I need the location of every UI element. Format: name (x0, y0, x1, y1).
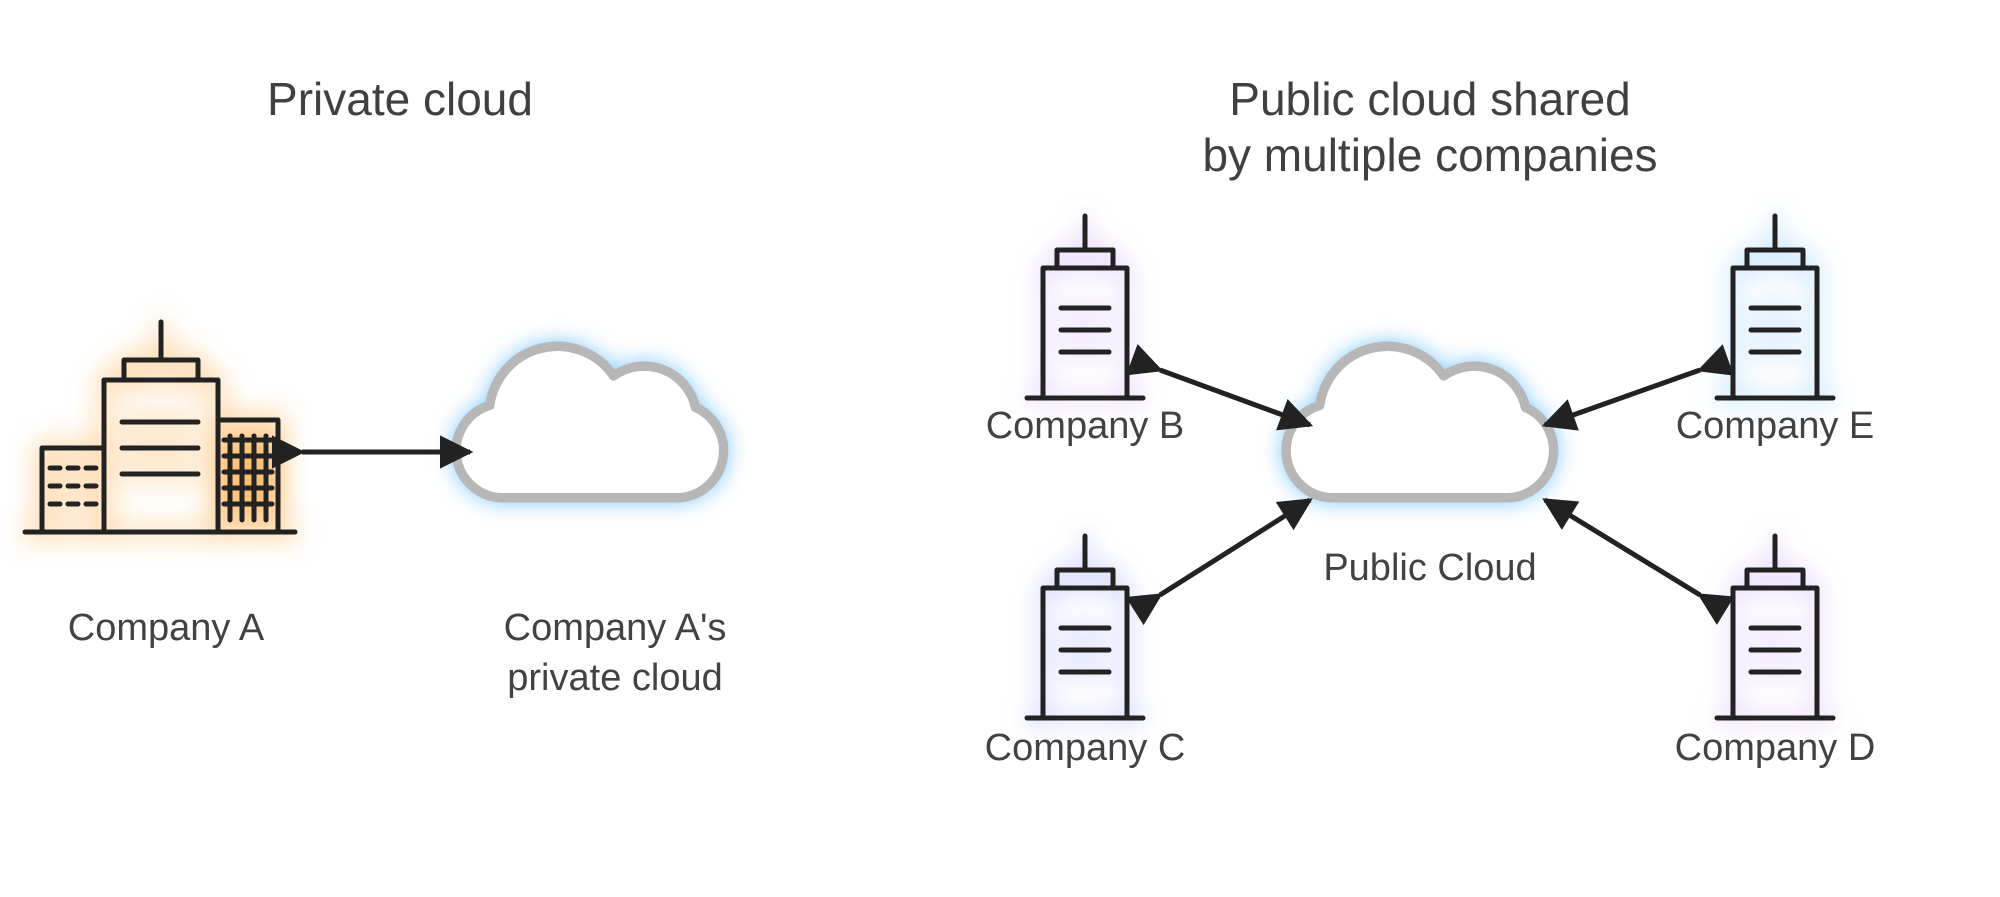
company-b-icon (1027, 216, 1143, 398)
private-cloud-label-2: private cloud (507, 657, 722, 699)
private-cloud-icon (456, 346, 724, 497)
arrow-company-d-to-public-cloud (1545, 500, 1700, 595)
company-e-label: Company E (1676, 405, 1875, 447)
public-cloud-icon (1286, 346, 1554, 497)
private-cloud-heading: Private cloud (267, 73, 533, 125)
company-e-icon (1717, 216, 1833, 398)
arrow-company-c-to-public-cloud (1160, 500, 1310, 595)
company-b-label: Company B (986, 405, 1185, 447)
company-d-label: Company D (1675, 727, 1876, 769)
private-cloud-label: Company A's (504, 607, 727, 649)
public-cloud-heading-2: by multiple companies (1202, 129, 1657, 181)
company-a-icon (25, 322, 295, 532)
public-cloud-label: Public Cloud (1323, 547, 1536, 589)
company-c-icon (1027, 536, 1143, 718)
company-c-label: Company C (985, 727, 1186, 769)
company-a-label: Company A (68, 607, 265, 649)
company-d-icon (1717, 536, 1833, 718)
public-cloud-heading: Public cloud shared (1229, 73, 1630, 125)
